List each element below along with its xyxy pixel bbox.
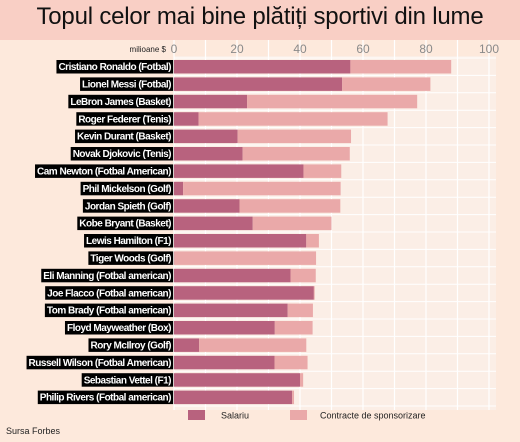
category-label-bg — [37, 390, 174, 405]
bar-endorsement — [287, 303, 313, 318]
category-label-bg — [45, 286, 174, 300]
bar-salary — [174, 216, 253, 231]
bar-endorsement — [174, 251, 317, 265]
bar-salary — [174, 112, 199, 126]
category-label: Novak Djokovic (Tenis) — [73, 149, 171, 160]
category-label-bg — [35, 164, 174, 178]
bar-salary — [174, 338, 200, 352]
chart-title: Topul celor mai bine plătiți sportivi di… — [36, 3, 484, 30]
category-label: Rory McIlroy (Golf) — [90, 340, 171, 351]
category-label: Kobe Bryant (Basket) — [79, 219, 171, 230]
legend-label: Salariu — [221, 411, 249, 421]
category-label: Lewis Hamilton (F1) — [86, 236, 171, 247]
bar-endorsement — [247, 94, 418, 109]
category-label-bg — [77, 216, 174, 231]
source-note: Sursa Forbes — [6, 426, 61, 436]
unit-label: milioane $ — [130, 45, 167, 54]
x-tick-label: 20 — [230, 42, 244, 56]
bar-salary — [174, 60, 351, 74]
category-label: Floyd Mayweather (Box) — [67, 323, 171, 334]
category-label-bg — [84, 234, 174, 248]
bar-endorsement — [237, 129, 352, 144]
bar-endorsement — [290, 268, 316, 283]
bar-salary — [174, 147, 243, 161]
bar-endorsement — [183, 181, 341, 196]
x-tick-label: 80 — [419, 42, 433, 56]
bar-salary — [174, 355, 275, 370]
category-label: Joe Flacco (Fotbal american) — [47, 288, 171, 299]
bar-salary — [174, 199, 240, 213]
category-label-bg — [88, 338, 174, 352]
bar-endorsement — [274, 321, 313, 335]
bar-salary — [174, 373, 300, 387]
bar-endorsement — [252, 216, 332, 231]
stacked-bar-chart: milioane $ 0 20 40 60 80 100 Cristiano Ronaldo … — [26, 40, 499, 421]
category-label: Eli Manning (Fotbal american) — [43, 271, 171, 282]
bar-endorsement — [198, 112, 388, 126]
category-label: Tiger Woods (Golf) — [90, 253, 171, 264]
bar-endorsement — [306, 234, 319, 248]
category-label-bg — [56, 60, 174, 74]
category-label-bg — [82, 199, 174, 213]
bar-endorsement — [274, 355, 308, 370]
bar-endorsement — [303, 164, 342, 178]
category-label-bg — [26, 355, 174, 370]
bar-salary — [174, 303, 288, 318]
category-label-bg — [64, 321, 174, 335]
category-label: Roger Federer (Tenis) — [78, 114, 171, 125]
bar-salary — [174, 94, 248, 109]
bar-salary — [174, 268, 291, 283]
bar-endorsement — [313, 286, 315, 300]
category-label: Russell Wilson (Fotbal American) — [29, 358, 172, 369]
bar-salary — [174, 286, 314, 300]
category-label: Lionel Messi (Fotbal) — [82, 79, 171, 90]
category-label: Phil Mickelson (Golf) — [83, 184, 172, 195]
category-label-bg — [80, 181, 174, 196]
bar-salary — [174, 164, 304, 178]
legend-swatch — [188, 410, 205, 420]
bar-endorsement — [239, 199, 341, 213]
x-tick-label: 0 — [171, 42, 178, 56]
bar-salary — [174, 181, 184, 196]
bar-endorsement — [199, 338, 307, 352]
bar-endorsement — [342, 77, 431, 91]
category-label: Tom Brady (Fotbal american) — [47, 306, 171, 317]
bar-salary — [174, 390, 293, 405]
category-label-bg — [75, 129, 174, 144]
category-label: Jordan Spieth (Golf) — [85, 201, 171, 212]
category-label-bg — [41, 268, 174, 283]
bar-salary — [174, 234, 307, 248]
x-tick-label: 100 — [479, 42, 499, 56]
x-tick-label: 40 — [293, 42, 307, 56]
category-label-bg — [88, 251, 174, 265]
category-label: Sebastian Vettel (F1) — [84, 375, 171, 386]
category-label-bg — [81, 373, 174, 387]
category-label: LeBron James (Basket) — [70, 97, 171, 108]
category-label-bg — [70, 147, 174, 161]
bar-salary — [174, 129, 238, 144]
bar-salary — [174, 77, 343, 91]
x-tick-label: 60 — [356, 42, 370, 56]
legend-swatch — [290, 410, 307, 420]
bar-salary — [174, 321, 275, 335]
category-label-bg — [76, 112, 174, 126]
category-label: Cam Newton (Fotbal American) — [37, 166, 171, 177]
legend-label: Contracte de sponsorizare — [320, 411, 426, 421]
bar-endorsement — [350, 60, 452, 74]
category-label-bg — [44, 303, 174, 318]
category-label: Kevin Durant (Basket) — [77, 132, 171, 143]
category-label-bg — [68, 94, 174, 109]
category-label-bg — [80, 77, 174, 91]
bar-endorsement — [242, 147, 350, 161]
bar-endorsement — [292, 390, 295, 405]
bar-endorsement — [300, 373, 304, 387]
category-label: Philip Rivers (Fotbal american) — [40, 393, 171, 404]
category-label: Cristiano Ronaldo (Fotbal) — [58, 62, 171, 73]
title-band — [0, 0, 520, 40]
